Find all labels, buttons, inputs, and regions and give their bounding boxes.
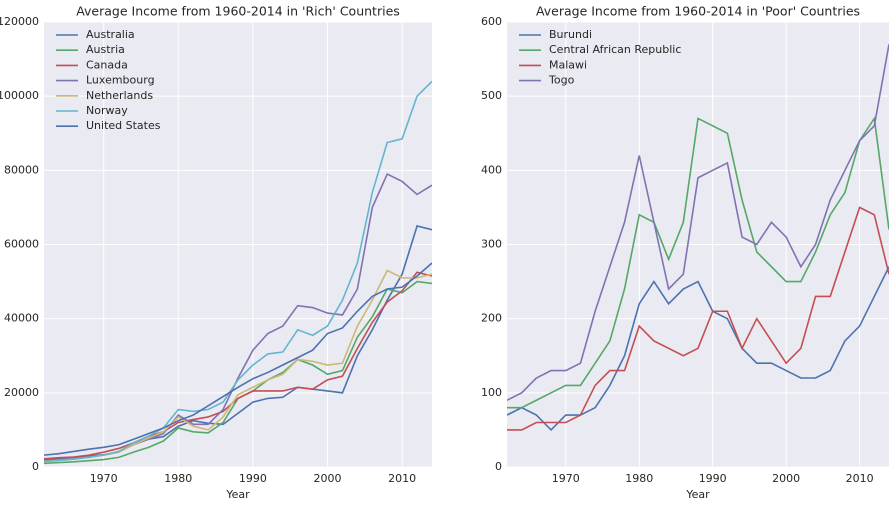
y-tick-label: 300: [481, 238, 502, 251]
y-tick-label: 0: [495, 460, 502, 473]
x-tick-label: 2010: [846, 472, 874, 485]
series-line: [507, 116, 889, 409]
legend-label: Australia: [86, 28, 135, 41]
series-line: [507, 206, 889, 431]
legend-label: Norway: [86, 104, 128, 117]
x-axis-label: Year: [685, 488, 710, 501]
y-tick-label: 40000: [4, 312, 39, 325]
legend-label: United States: [86, 119, 161, 132]
legend-label: Austria: [86, 43, 125, 56]
series-line: [44, 262, 432, 456]
y-tick-label: 100: [481, 386, 502, 399]
y-tick-label: 80000: [4, 163, 39, 176]
y-tick-label: 400: [481, 163, 502, 176]
series-line: [44, 80, 432, 463]
legend-label: Malawi: [549, 58, 587, 71]
legend-label: Luxembourg: [86, 74, 155, 87]
legend-label: Togo: [548, 74, 575, 87]
chart: 0 20000 40000 60000 80000 100000 120000 1970 198…: [0, 4, 432, 501]
x-tick-label: 1970: [90, 472, 118, 485]
x-axis-label: Year: [225, 488, 250, 501]
y-tick-label: 100000: [0, 89, 39, 102]
x-tick-label: 1980: [625, 472, 653, 485]
x-tick-label: 1990: [699, 472, 727, 485]
x-tick-label: 1980: [164, 472, 192, 485]
series-line: [507, 44, 889, 401]
y-tick-label: 0: [32, 460, 39, 473]
x-tick-label: 1970: [552, 472, 580, 485]
x-tick-label: 2000: [314, 472, 342, 485]
series-line: [44, 271, 432, 460]
chart-title: Average Income from 1960-2014 in 'Rich' …: [76, 4, 400, 19]
y-tick-label: 500: [481, 89, 502, 102]
y-tick-label: 60000: [4, 238, 39, 251]
legend-label: Netherlands: [86, 89, 153, 102]
y-tick-label: 200: [481, 312, 502, 325]
x-tick-label: 1990: [239, 472, 267, 485]
y-tick-label: 600: [481, 15, 502, 28]
y-tick-label: 20000: [4, 386, 39, 399]
series-line: [507, 266, 889, 432]
chart-title: Average Income from 1960-2014 in 'Poor' …: [536, 4, 860, 19]
chart: 0 100 200 300 400 500 600 1970 1980 1990 2000 2010 A…: [481, 4, 889, 501]
legend-label: Canada: [86, 58, 128, 71]
legend-label: Central African Republic: [549, 43, 681, 56]
x-tick-label: 2010: [388, 472, 416, 485]
y-tick-label: 120000: [0, 15, 39, 28]
legend-label: Burundi: [549, 28, 592, 41]
x-tick-label: 2000: [772, 472, 800, 485]
